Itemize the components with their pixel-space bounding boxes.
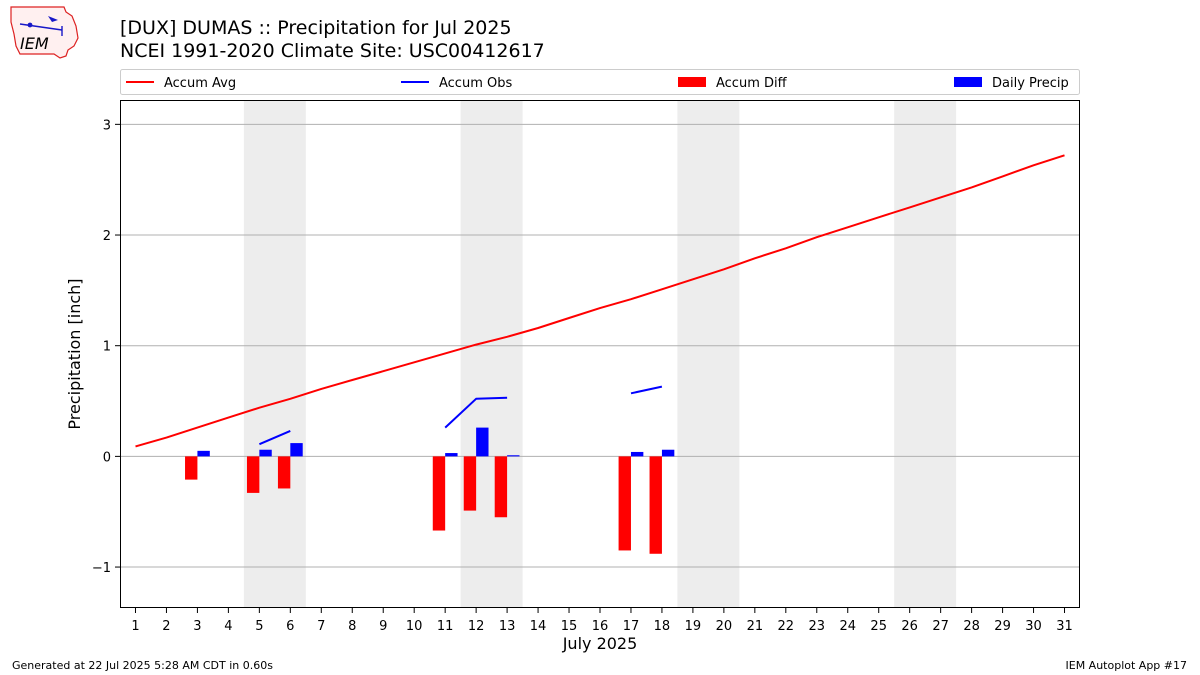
legend-box	[120, 69, 1080, 95]
logo-text: IEM	[20, 34, 49, 53]
accum-obs-line	[630, 385, 663, 395]
x-tick-label: 25	[870, 619, 887, 634]
legend-swatch	[678, 77, 706, 87]
daily-precip-bar	[445, 453, 458, 457]
x-tick-label: 15	[561, 619, 578, 634]
x-tick-label: 3	[193, 619, 201, 634]
y-tick-label: 3	[103, 118, 111, 133]
x-tick-label: 10	[406, 619, 423, 634]
daily-precip-bar	[290, 443, 303, 457]
x-axis-label: July 2025	[562, 634, 638, 653]
x-tick-label: 14	[530, 619, 547, 634]
accum-obs-line	[444, 396, 508, 429]
x-tick-label: 5	[255, 619, 263, 634]
app-note: IEM Autoplot App #17	[1065, 659, 1188, 672]
iem-logo: IEM	[10, 6, 79, 59]
daily-precip-bar	[507, 455, 520, 457]
line-series	[135, 154, 1065, 448]
generated-note: Generated at 22 Jul 2025 5:28 AM CDT in …	[12, 659, 273, 672]
weekend-shading	[243, 100, 957, 608]
x-tick-label: 28	[963, 619, 980, 634]
x-tick-label: 12	[468, 619, 485, 634]
y-tick-label: 0	[103, 450, 111, 465]
x-tick-label: 21	[747, 619, 764, 634]
accum-diff-bar	[494, 456, 508, 518]
chart-subtitle: NCEI 1991-2020 Climate Site: USC00412617	[120, 40, 545, 62]
x-tick-label: 1	[131, 619, 139, 634]
x-tick-label: 4	[224, 619, 232, 634]
x-tick-label: 9	[379, 619, 387, 634]
daily-precip-bar	[476, 427, 489, 457]
x-tick-label: 22	[778, 619, 795, 634]
weekend-band	[460, 100, 523, 608]
x-tick-label: 20	[716, 619, 733, 634]
x-tick-label: 26	[901, 619, 918, 634]
x-tick-label: 2	[162, 619, 170, 634]
x-tick-label: 18	[654, 619, 671, 634]
y-axis-label: Precipitation [inch]	[65, 278, 84, 429]
daily-precip-bar	[259, 449, 272, 457]
legend: Accum Avg Accum Obs Accum Diff Daily Precip	[120, 69, 1080, 95]
x-tick-label: 7	[317, 619, 325, 634]
y-tick-label: −1	[92, 561, 111, 576]
accum-obs-line	[259, 429, 291, 446]
daily-precip-bar	[630, 451, 644, 457]
accum-diff-bar	[432, 456, 446, 531]
x-tick-label: 24	[839, 619, 856, 634]
legend-swatch	[954, 77, 982, 87]
daily-precip-bar	[661, 449, 675, 457]
x-tick-label: 31	[1056, 619, 1073, 634]
x-tick-label: 13	[499, 619, 516, 634]
x-tick-label: 19	[685, 619, 702, 634]
accum-avg-line	[135, 154, 1065, 448]
legend-label: Accum Diff	[716, 76, 788, 91]
x-tick-label: 17	[623, 619, 640, 634]
weekend-band	[894, 100, 957, 608]
accum-diff-bar	[649, 456, 662, 554]
chart-title: [DUX] DUMAS :: Precipitation for Jul 202…	[120, 17, 512, 39]
x-tick-label: 8	[348, 619, 356, 634]
x-tick-label: 11	[437, 619, 454, 634]
accum-diff-bar	[277, 456, 291, 489]
x-tick-label: 29	[994, 619, 1011, 634]
accum-diff-bar	[185, 456, 198, 480]
plot-frame	[120, 100, 1080, 608]
x-tick-label: 30	[1025, 619, 1042, 634]
bar-series	[185, 427, 675, 554]
accum-diff-bar	[463, 456, 477, 511]
weekend-band	[677, 100, 740, 608]
y-tick-label: 2	[103, 229, 111, 244]
legend-label: Accum Avg	[164, 76, 236, 91]
x-tick-label: 16	[592, 619, 609, 634]
accum-diff-bar	[246, 456, 260, 493]
x-tick-label: 6	[286, 619, 294, 634]
daily-precip-bar	[197, 450, 210, 457]
y-tick-label: 1	[103, 340, 111, 355]
legend-label: Daily Precip	[992, 76, 1069, 91]
x-tick-label: 23	[809, 619, 826, 634]
weekend-band	[243, 100, 306, 608]
legend-label: Accum Obs	[439, 76, 512, 91]
x-tick-label: 27	[932, 619, 949, 634]
accum-diff-bar	[618, 456, 631, 551]
